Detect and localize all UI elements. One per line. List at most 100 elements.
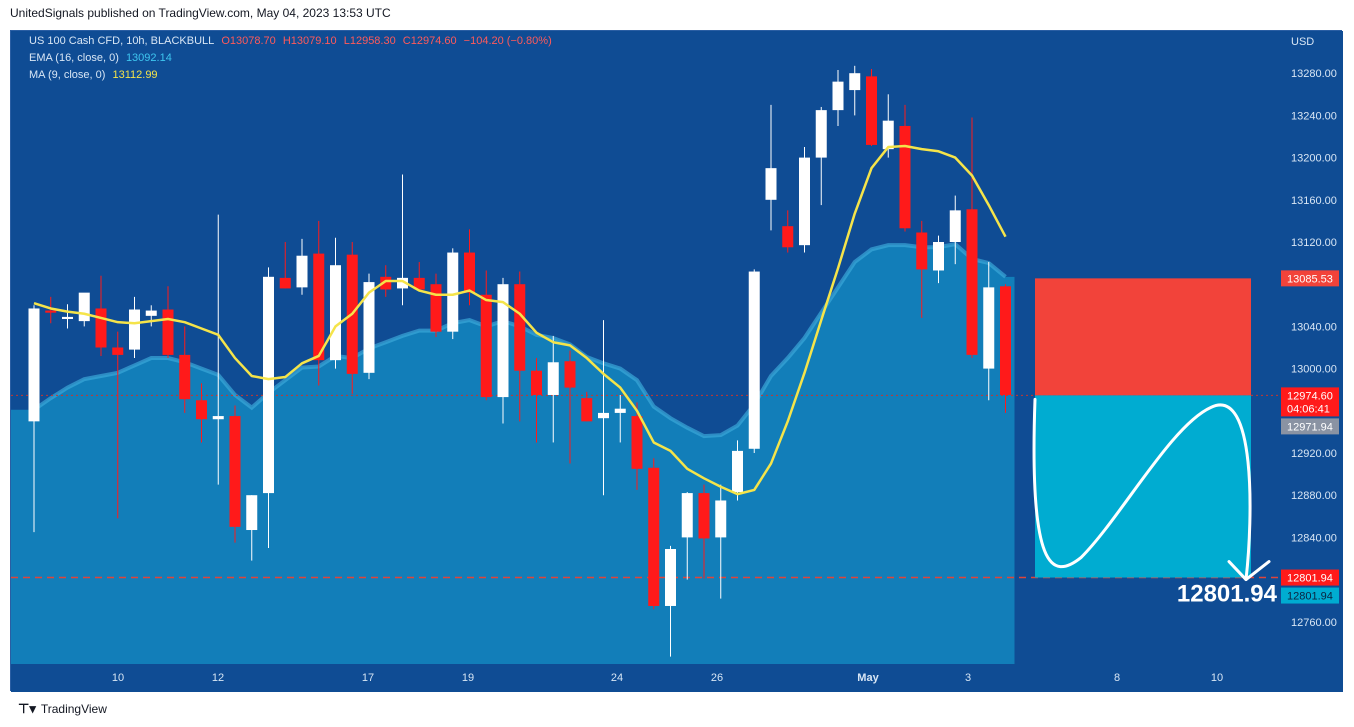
time-tick-label: 10 xyxy=(112,672,124,684)
price-tick-label: 13000.00 xyxy=(1291,364,1337,376)
candle-up[interactable] xyxy=(765,168,777,200)
candle-down[interactable] xyxy=(514,284,526,371)
stop-loss-zone xyxy=(1035,278,1251,396)
ema-price-tag: 12971.94 xyxy=(1287,421,1333,433)
candle-down[interactable] xyxy=(413,277,425,290)
candle-up[interactable] xyxy=(815,110,827,158)
ma-line xyxy=(33,144,1007,496)
take-profit-zone xyxy=(1035,395,1251,578)
candle-up[interactable] xyxy=(212,416,224,420)
candle-down[interactable] xyxy=(430,284,442,332)
candle-down[interactable] xyxy=(229,416,241,527)
candle-down[interactable] xyxy=(648,467,660,606)
candle-down[interactable] xyxy=(196,400,207,420)
candle-up[interactable] xyxy=(246,495,258,531)
ema-legend: EMA (16, close, 0) 13092.14 xyxy=(29,52,176,64)
price-tick-label: 13280.00 xyxy=(1291,68,1337,80)
candle-up[interactable] xyxy=(547,362,559,395)
stop-price-tag: 13085.53 xyxy=(1287,273,1333,285)
candle-up[interactable] xyxy=(62,316,73,320)
candle-up[interactable] xyxy=(296,255,308,288)
footer-brand: TradingView xyxy=(40,702,107,716)
candle-down[interactable] xyxy=(464,252,475,293)
candle-down[interactable] xyxy=(480,294,492,398)
ma-legend: MA (9, close, 0) 13112.99 xyxy=(29,69,162,81)
candle-down[interactable] xyxy=(45,310,57,313)
candle-down[interactable] xyxy=(279,277,291,289)
time-tick-label: 3 xyxy=(965,672,971,684)
price-tick-label: 12920.00 xyxy=(1291,448,1337,460)
candle-down[interactable] xyxy=(564,361,576,388)
time-tick-label: 24 xyxy=(611,672,623,684)
ema-value: 13092.14 xyxy=(125,52,172,64)
stop-price-tag-bg xyxy=(1281,270,1339,287)
candle-up[interactable] xyxy=(832,81,844,111)
candle-down[interactable] xyxy=(782,226,794,248)
candle-down[interactable] xyxy=(95,308,107,348)
target-red-tag-bg xyxy=(1281,569,1339,586)
tradingview-logo-icon: ⊤▾ xyxy=(18,701,36,716)
candle-up[interactable] xyxy=(681,493,693,538)
candle-up[interactable] xyxy=(715,500,727,538)
price-tick-label: 12840.00 xyxy=(1291,532,1337,544)
ema-price-tag-bg xyxy=(1281,418,1339,435)
price-tick-label: 13160.00 xyxy=(1291,195,1337,207)
price-tick-label: 13040.00 xyxy=(1291,321,1337,333)
candle-down[interactable] xyxy=(380,276,392,290)
candle-up[interactable] xyxy=(849,73,861,91)
ema-label: EMA (16, close, 0) xyxy=(29,52,119,64)
high-value: H13079.10 xyxy=(282,35,337,47)
time-axis[interactable] xyxy=(11,664,1279,692)
candle-up[interactable] xyxy=(949,210,961,242)
candle-down[interactable] xyxy=(698,493,710,539)
candle-up[interactable] xyxy=(614,408,626,413)
candle-up[interactable] xyxy=(447,252,459,332)
candle-up[interactable] xyxy=(882,120,894,150)
candle-down[interactable] xyxy=(581,398,593,422)
candle-down[interactable] xyxy=(966,209,978,355)
price-chart[interactable]: 12801.94 USD 12760.00 12840.00 12880.00 1292… xyxy=(11,31,1343,692)
candle-up[interactable] xyxy=(799,157,810,246)
ema-area-group xyxy=(11,241,1015,665)
time-tick-label: 12 xyxy=(212,672,224,684)
candle-down[interactable] xyxy=(1000,286,1011,395)
candle-down[interactable] xyxy=(313,253,325,361)
currency-label: USD xyxy=(1291,36,1314,48)
candle-up[interactable] xyxy=(748,271,760,449)
symbol-name: US 100 Cash CFD, 10h, BLACKBULL xyxy=(29,35,215,47)
candle-up[interactable] xyxy=(933,242,944,271)
candle-down[interactable] xyxy=(112,347,124,355)
arrow-down-icon xyxy=(1227,560,1271,582)
candle-up[interactable] xyxy=(28,308,40,422)
ma-label: MA (9, close, 0) xyxy=(29,69,106,81)
candle-down[interactable] xyxy=(899,125,911,229)
low-value: L12958.30 xyxy=(343,35,396,47)
candle-up[interactable] xyxy=(145,310,157,316)
price-tick-label: 12760.00 xyxy=(1291,617,1337,629)
candle-down[interactable] xyxy=(531,370,542,395)
candle-up[interactable] xyxy=(665,549,676,606)
candle-up[interactable] xyxy=(732,450,743,493)
price-tick-label: 12880.00 xyxy=(1291,490,1337,502)
candle-up[interactable] xyxy=(78,292,90,322)
candle-down[interactable] xyxy=(179,354,191,400)
time-tick-label: 10 xyxy=(1211,672,1223,684)
candle-up[interactable] xyxy=(363,282,375,373)
candle-up[interactable] xyxy=(598,412,609,419)
candle-down[interactable] xyxy=(916,232,928,270)
candle-up[interactable] xyxy=(983,287,995,369)
candle-down[interactable] xyxy=(162,309,174,355)
price-tick-label: 13240.00 xyxy=(1291,110,1337,122)
candle-up[interactable] xyxy=(129,309,140,350)
candle-down[interactable] xyxy=(631,416,643,469)
candle-up[interactable] xyxy=(330,265,341,361)
candle-up[interactable] xyxy=(397,277,408,289)
candle-down[interactable] xyxy=(866,76,877,145)
target-price-label: 12801.94 xyxy=(1177,581,1278,608)
chart-panel[interactable]: 12801.94 USD 12760.00 12840.00 12880.00 1292… xyxy=(10,30,1343,692)
candle-up[interactable] xyxy=(497,284,509,398)
candle-up[interactable] xyxy=(263,276,274,494)
ema-area xyxy=(11,244,1015,665)
symbol-legend: US 100 Cash CFD, 10h, BLACKBULL O13078.7… xyxy=(29,35,556,47)
